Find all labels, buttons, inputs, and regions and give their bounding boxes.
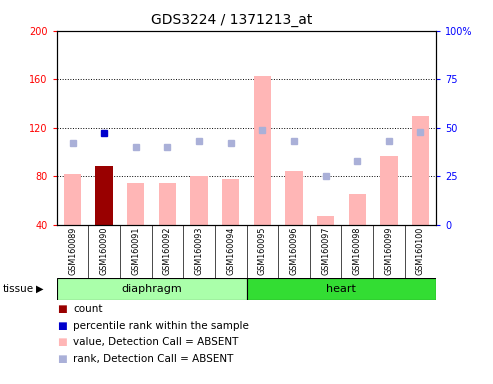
Text: percentile rank within the sample: percentile rank within the sample [73, 321, 249, 331]
Text: GSM160090: GSM160090 [100, 226, 108, 275]
Bar [96, 167, 113, 225]
Bar [412, 116, 429, 225]
Text: GSM160096: GSM160096 [289, 226, 298, 275]
Text: rank, Detection Call = ABSENT: rank, Detection Call = ABSENT [73, 354, 233, 364]
Text: GSM160093: GSM160093 [195, 226, 204, 275]
Text: GSM160098: GSM160098 [352, 226, 362, 275]
Text: GSM160092: GSM160092 [163, 226, 172, 275]
Text: count: count [73, 304, 103, 314]
Text: GSM160091: GSM160091 [131, 226, 141, 275]
Text: heart: heart [326, 284, 356, 294]
Bar [246, 278, 436, 300]
Text: value, Detection Call = ABSENT: value, Detection Call = ABSENT [73, 337, 238, 347]
Bar [349, 194, 366, 225]
Text: ■: ■ [57, 321, 67, 331]
Text: GSM160089: GSM160089 [68, 226, 77, 275]
Bar [380, 156, 397, 225]
Text: ■: ■ [57, 354, 67, 364]
Bar [222, 179, 240, 225]
Text: GSM160094: GSM160094 [226, 226, 235, 275]
Text: GDS3224 / 1371213_at: GDS3224 / 1371213_at [151, 13, 313, 27]
Text: GSM160099: GSM160099 [385, 226, 393, 275]
Text: GSM160097: GSM160097 [321, 226, 330, 275]
Bar [253, 76, 271, 225]
Bar [57, 278, 246, 300]
Text: GSM160100: GSM160100 [416, 226, 425, 275]
Bar [159, 184, 176, 225]
Bar [317, 216, 334, 225]
Text: ■: ■ [57, 337, 67, 347]
Text: ■: ■ [57, 304, 67, 314]
Bar [127, 184, 144, 225]
Bar [64, 174, 81, 225]
Text: diaphragm: diaphragm [121, 284, 182, 294]
Bar [190, 176, 208, 225]
Text: ▶: ▶ [36, 284, 43, 294]
Text: GSM160095: GSM160095 [258, 226, 267, 275]
Bar [285, 171, 303, 225]
Text: tissue: tissue [2, 284, 34, 294]
